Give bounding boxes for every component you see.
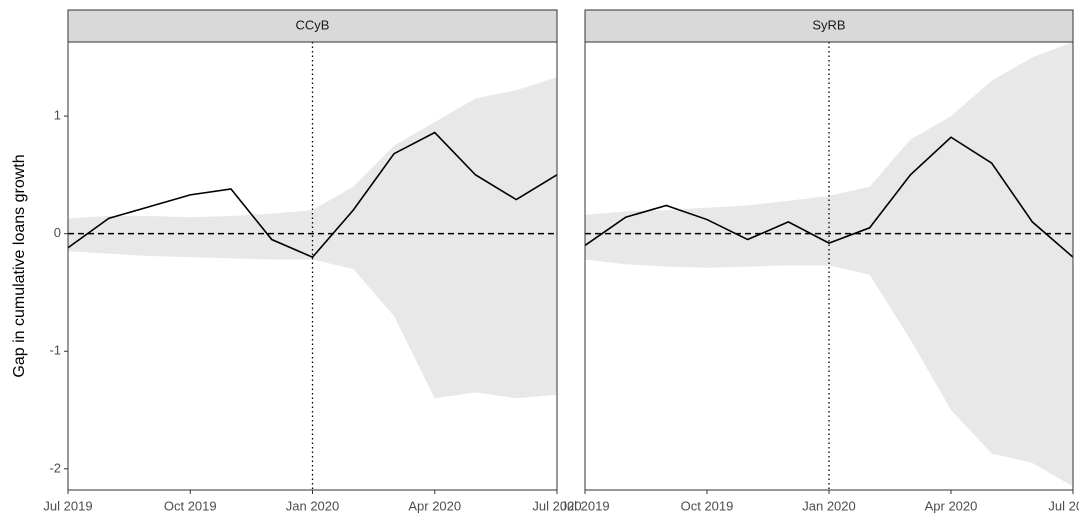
x-tick-label: Oct 2019 <box>681 498 734 513</box>
x-tick-label: Jul 2019 <box>43 498 92 513</box>
x-tick-label: Jul 2020 <box>532 498 581 513</box>
strip <box>584 9 1074 43</box>
y-tick-label: -1 <box>49 343 61 358</box>
series-line <box>584 136 1074 258</box>
y-axis-label: Gap in cumulative loans growth <box>11 154 28 377</box>
strip-title: SyRB <box>812 17 845 32</box>
y-tick-label: 1 <box>54 108 61 123</box>
x-tick-label: Apr 2020 <box>408 498 461 513</box>
strip-title: CCyB <box>296 17 330 32</box>
x-tick-label: Jan 2020 <box>802 498 856 513</box>
y-tick-label: 0 <box>54 225 61 240</box>
x-tick-label: Jul 2019 <box>560 498 609 513</box>
confidence-band <box>585 42 1073 487</box>
x-tick-label: Oct 2019 <box>164 498 217 513</box>
confidence-band <box>68 77 557 399</box>
y-tick-label: -2 <box>49 460 61 475</box>
x-tick-label: Apr 2020 <box>925 498 978 513</box>
x-tick-label: Jul 2020 <box>1048 498 1079 513</box>
panel: CCyB Jul 2019 Oct 2019 Jan 2020 Apr 2020 Jul … <box>43 9 582 513</box>
x-tick-label: Jan 2020 <box>286 498 340 513</box>
series-line <box>67 131 558 259</box>
panel: SyRB Jul 2019 Oct 2019 Jan 2020 Apr 2020 Jul … <box>560 9 1079 513</box>
strip <box>67 9 558 43</box>
